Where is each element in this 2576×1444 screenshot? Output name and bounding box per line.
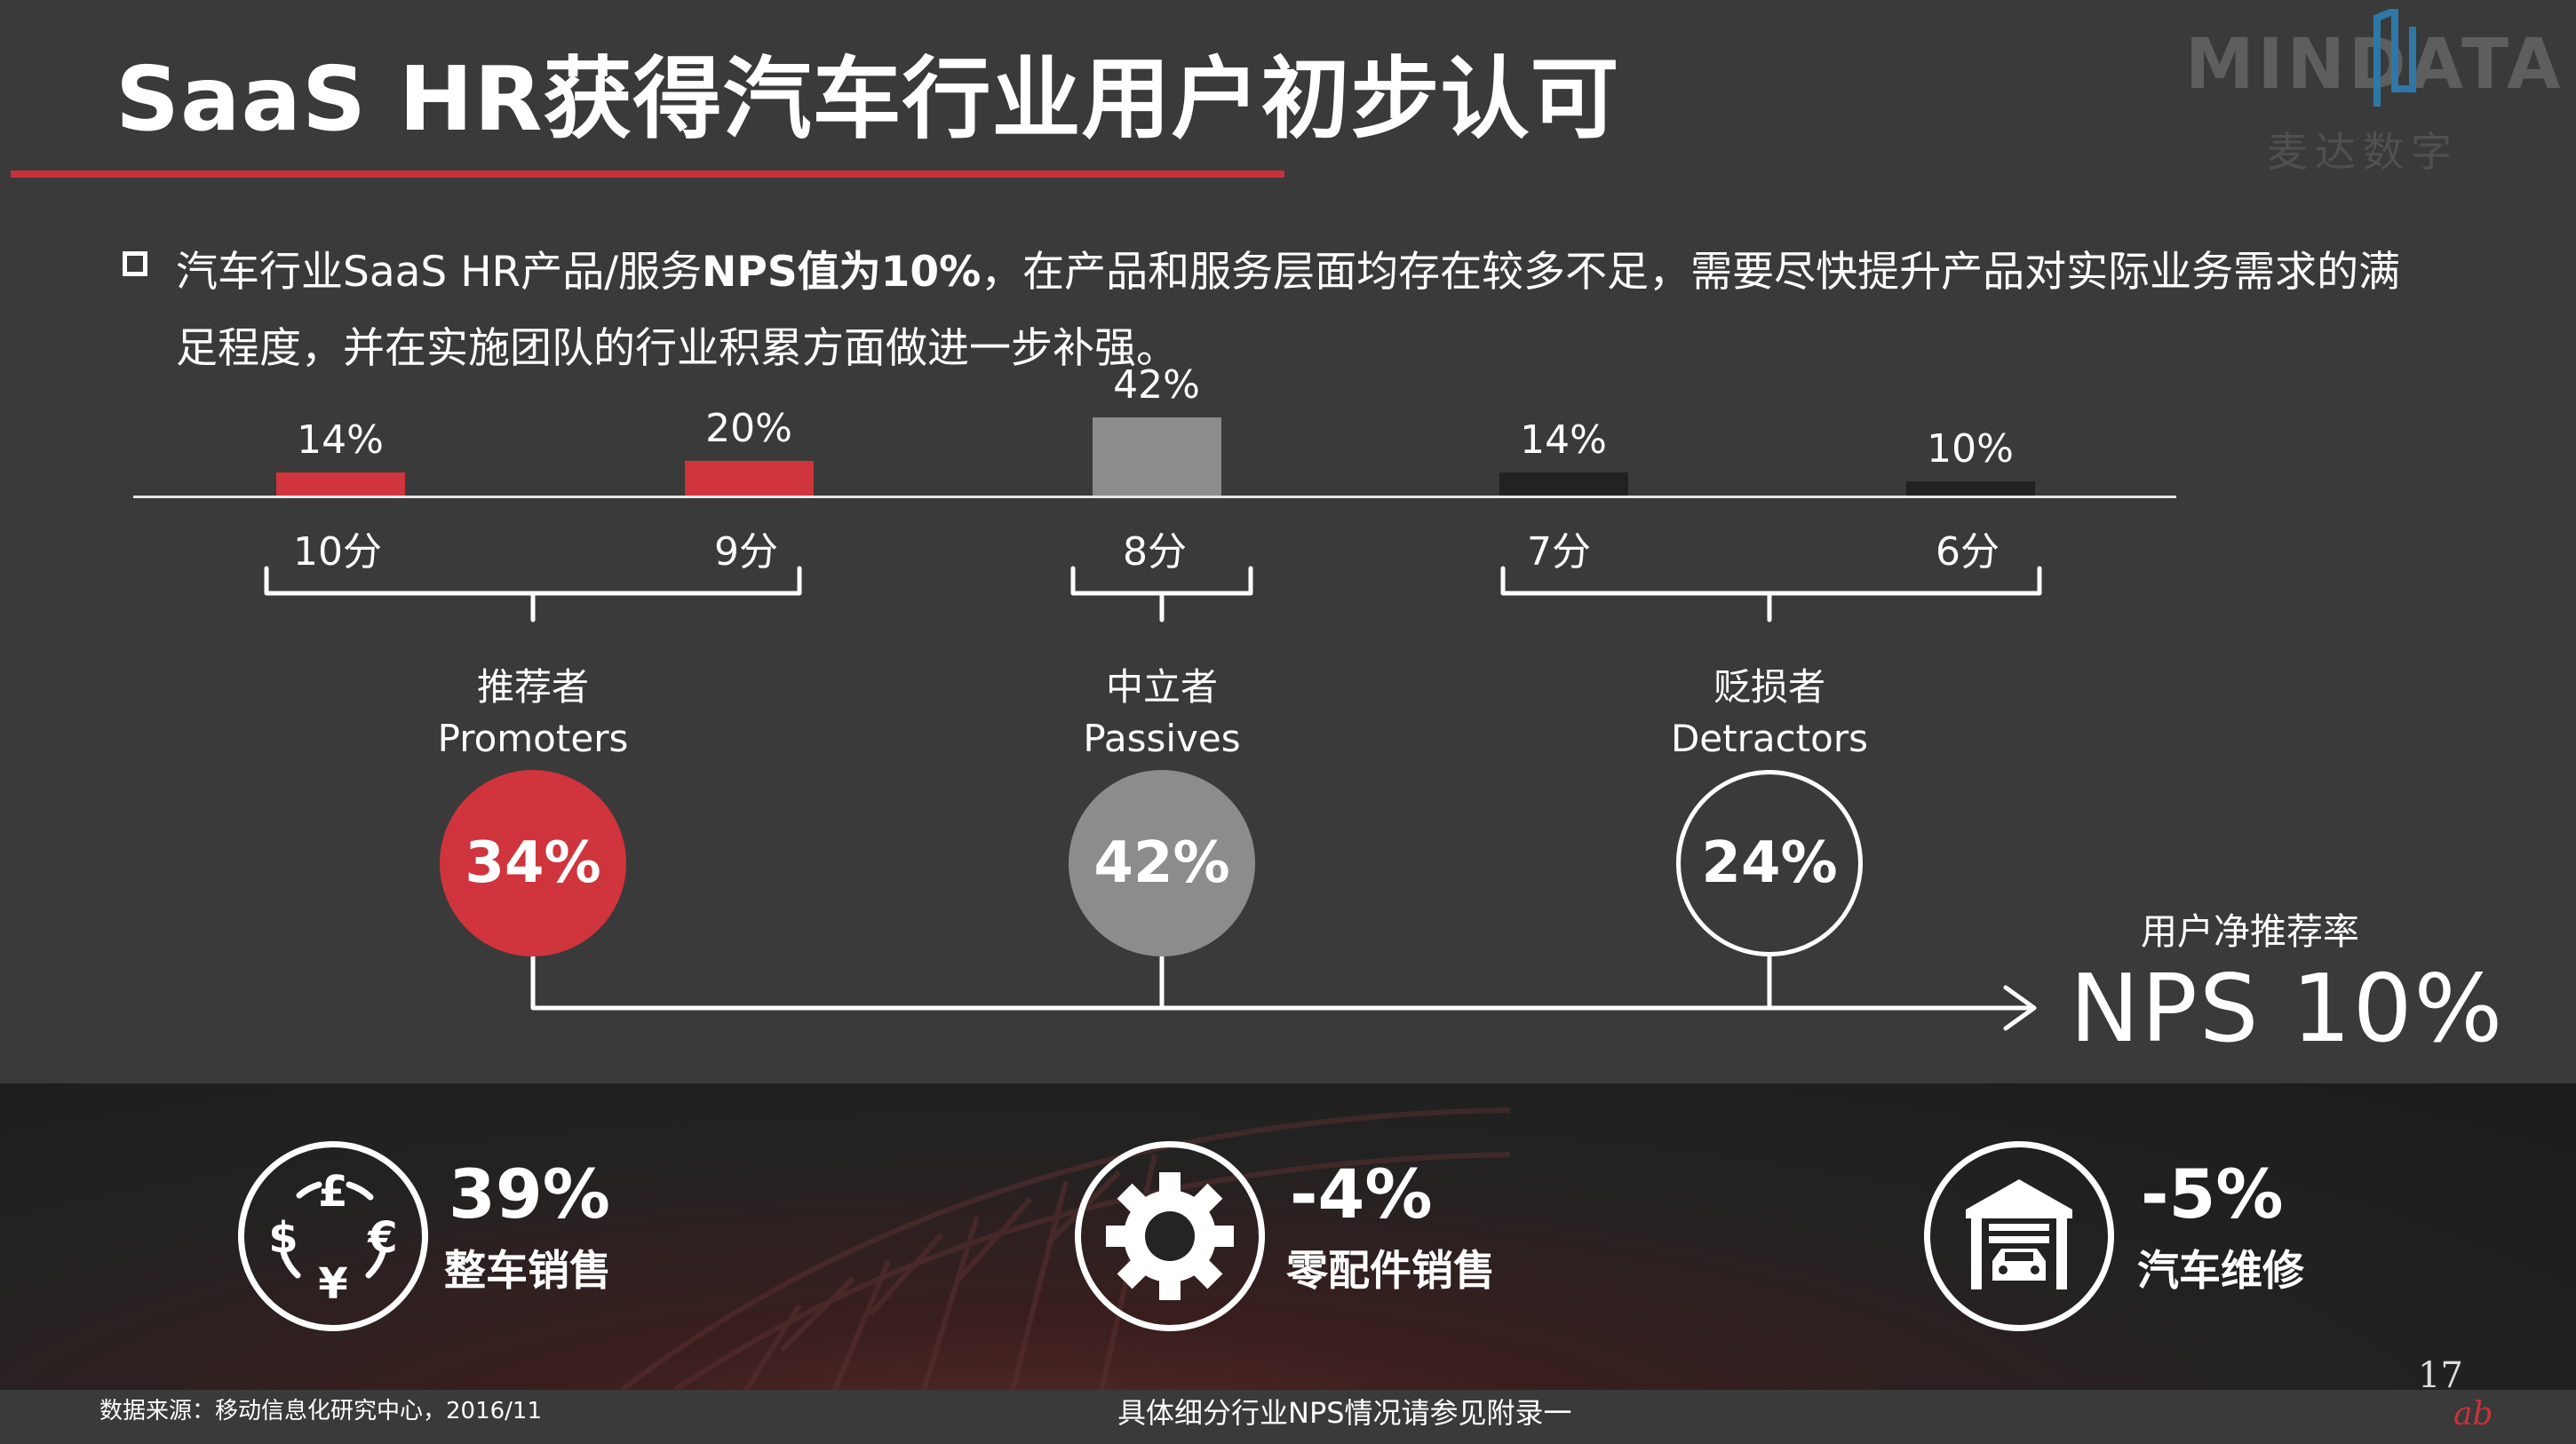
group-en-label: Detractors [1670,717,1869,760]
score-label-5: 6分 [1936,529,2000,575]
group-label-passives: 中立者 Passives [1020,662,1304,765]
kpi-label-car-repair: 汽车维修 [2137,1247,2304,1296]
passives-brace [1070,566,1253,623]
bar-value-label-5: 10% [1927,426,2014,472]
arrow-head-icon [2003,985,2037,1031]
score-label-4: 7分 [1527,529,1591,575]
svg-text:£: £ [318,1167,347,1217]
bar-2 [685,461,814,496]
group-cn-label: 贬损者 [1713,665,1825,709]
data-source-note: 数据来源：移动信息化研究中心，2016/11 [99,1398,543,1424]
score-bar-chart: 14% 10分 20% 9分 42% 8分 14% 7分 10% 6分 [133,362,2185,575]
bar-value-label-2: 20% [705,406,792,451]
nps-connector [530,955,2032,1011]
nps-label: 用户净推荐率 [2141,910,2359,953]
bullet-text-a: 汽车行业SaaS HR产品/服务 [176,248,703,297]
corner-logo-icon: ab [2453,1396,2493,1432]
bar-value-label-1: 14% [297,417,384,463]
group-cn-label: 中立者 [1105,665,1218,709]
bar-1 [276,472,405,496]
bar-value-label-4: 14% [1520,417,1607,463]
bullet-text-c: 足程度，并在实施团队的行业积累方面做进一步补强。 [176,324,1178,373]
group-label-promoters: 推荐者 Promoters [391,662,675,765]
chart-baseline [133,496,2176,498]
svg-text:¥: ¥ [318,1259,347,1309]
logo-brand: MINDATA [2185,25,2564,105]
gear-icon [1075,1141,1265,1331]
kpi-label-vehicle-sales: 整车销售 [444,1247,611,1296]
bar-3 [1093,417,1221,496]
bullet-text-b: ，在产品和服务层面均存在较多不足，需要尽快提升产品对实际业务需求的满 [981,248,2401,297]
kpi-value-vehicle-sales: 39% [449,1154,610,1234]
page-number: 17 [2418,1355,2463,1396]
group-label-detractors: 贬损者 Detractors [1627,662,1912,765]
score-label-3: 8分 [1123,529,1187,575]
svg-text:$: $ [268,1213,298,1263]
group-en-label: Promoters [437,717,629,760]
appendix-note: 具体细分行业NPS情况请参见附录一 [1117,1396,1572,1430]
car-garage-icon [1924,1141,2114,1331]
title-underline [11,171,1284,178]
score-label-1: 10分 [293,529,382,575]
group-en-label: Passives [1083,717,1241,760]
group-circle-detractors: 24% [1676,770,1863,956]
summary-bullet: 汽车行业SaaS HR产品/服务NPS值为10%，在产品和服务层面均存在较多不足… [176,234,2450,387]
bar-value-label-3: 42% [1113,362,1200,408]
detractors-brace [1500,566,2042,623]
group-circle-passives: 42% [1069,770,1255,956]
bar-5 [1906,481,2035,496]
mindata-logo: MINDATA 麦达数字 [2185,9,2561,178]
kpi-value-parts-sales: -4% [1290,1154,1433,1234]
page-title: SaaS HR获得汽车行业用户初步认可 [115,47,1620,151]
bridge-background-image [620,1107,1511,1390]
kpi-label-parts-sales: 零配件销售 [1286,1247,1495,1296]
svg-text:€: € [367,1213,397,1263]
group-circle-promoters: 34% [440,770,626,956]
kpi-band: £ $ € ¥ 39% 整车销售 -4% 零配件销售 [0,1083,2576,1390]
bar-4 [1499,472,1628,496]
bullet-text-bold: NPS值为10% [702,248,982,297]
score-label-2: 9分 [714,529,778,575]
group-cn-label: 推荐者 [476,665,589,709]
nps-value: NPS 10% [2070,955,2505,1063]
logo-brand-cn: 麦达数字 [2267,128,2459,176]
currency-exchange-icon: £ $ € ¥ [238,1141,428,1331]
bracket-diagram [264,566,2042,1031]
bullet-square-icon [123,251,147,276]
kpi-value-car-repair: -5% [2141,1154,2284,1234]
promoters-brace [264,566,802,623]
logo-mark-icon [2373,9,2416,107]
